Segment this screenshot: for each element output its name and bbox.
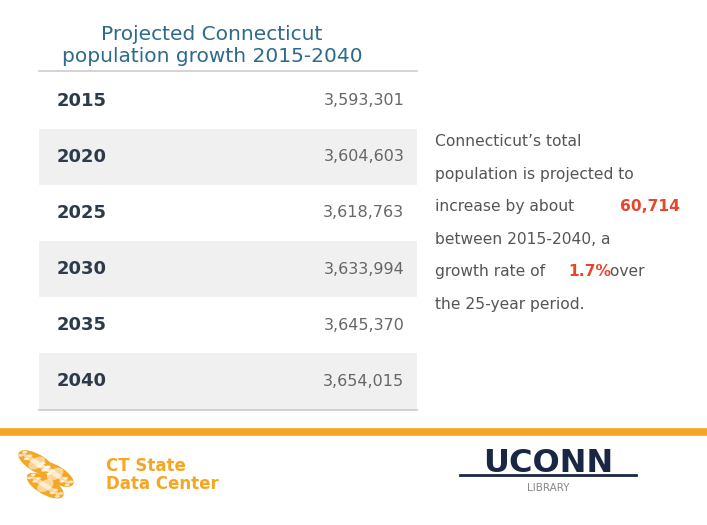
- Text: 2040: 2040: [57, 372, 107, 391]
- Ellipse shape: [30, 476, 60, 496]
- Text: the 25-year period.: the 25-year period.: [435, 297, 584, 312]
- FancyBboxPatch shape: [39, 297, 417, 353]
- Ellipse shape: [37, 461, 74, 487]
- Text: CT State: CT State: [106, 457, 186, 475]
- Ellipse shape: [28, 457, 45, 469]
- Ellipse shape: [37, 479, 54, 492]
- Ellipse shape: [50, 469, 55, 472]
- Ellipse shape: [42, 468, 47, 471]
- Ellipse shape: [54, 495, 59, 498]
- Ellipse shape: [46, 472, 51, 475]
- Ellipse shape: [27, 473, 64, 498]
- Ellipse shape: [31, 474, 36, 476]
- Text: over: over: [605, 265, 645, 279]
- Text: between 2015-2040, a: between 2015-2040, a: [435, 232, 610, 247]
- Text: 3,618,763: 3,618,763: [323, 205, 404, 220]
- Ellipse shape: [28, 455, 33, 457]
- Text: 3,645,370: 3,645,370: [324, 318, 404, 333]
- FancyBboxPatch shape: [39, 241, 417, 297]
- Text: 2015: 2015: [57, 91, 107, 110]
- FancyBboxPatch shape: [39, 353, 417, 410]
- Ellipse shape: [64, 484, 69, 486]
- Text: 2025: 2025: [57, 204, 107, 222]
- Text: UCONN: UCONN: [483, 447, 613, 479]
- Text: 2035: 2035: [57, 316, 107, 334]
- Ellipse shape: [53, 489, 58, 491]
- Text: growth rate of: growth rate of: [435, 265, 550, 279]
- Text: population is projected to: population is projected to: [435, 167, 633, 182]
- Text: 3,654,015: 3,654,015: [323, 374, 404, 389]
- Text: 3,593,301: 3,593,301: [324, 93, 404, 108]
- Ellipse shape: [18, 454, 23, 457]
- Text: 2030: 2030: [57, 260, 107, 278]
- Ellipse shape: [36, 477, 41, 480]
- Text: 1.7%: 1.7%: [568, 265, 612, 279]
- Ellipse shape: [22, 453, 52, 473]
- Text: increase by about: increase by about: [435, 200, 579, 214]
- Ellipse shape: [59, 480, 64, 482]
- Text: Data Center: Data Center: [106, 475, 218, 493]
- Text: 60,714: 60,714: [620, 200, 680, 214]
- Ellipse shape: [41, 462, 46, 465]
- Ellipse shape: [49, 491, 54, 494]
- Ellipse shape: [24, 457, 29, 460]
- Ellipse shape: [40, 464, 70, 484]
- Ellipse shape: [69, 480, 74, 483]
- FancyBboxPatch shape: [39, 72, 417, 129]
- Ellipse shape: [23, 451, 28, 454]
- Ellipse shape: [33, 480, 37, 482]
- Text: 3,633,994: 3,633,994: [324, 261, 404, 277]
- Ellipse shape: [41, 469, 46, 471]
- Text: Connecticut’s total: Connecticut’s total: [435, 134, 581, 149]
- Ellipse shape: [46, 466, 51, 468]
- Ellipse shape: [59, 492, 64, 495]
- Text: Projected Connecticut: Projected Connecticut: [101, 25, 323, 44]
- Text: population growth 2015-2040: population growth 2015-2040: [62, 47, 363, 66]
- Ellipse shape: [45, 466, 49, 469]
- Ellipse shape: [63, 477, 68, 480]
- Text: LIBRARY: LIBRARY: [527, 483, 569, 493]
- Text: 2020: 2020: [57, 148, 107, 166]
- Ellipse shape: [18, 450, 55, 476]
- FancyBboxPatch shape: [39, 129, 417, 185]
- Ellipse shape: [47, 468, 64, 480]
- FancyBboxPatch shape: [39, 185, 417, 241]
- Ellipse shape: [37, 465, 42, 468]
- Ellipse shape: [27, 477, 32, 479]
- Text: 3,604,603: 3,604,603: [324, 149, 404, 164]
